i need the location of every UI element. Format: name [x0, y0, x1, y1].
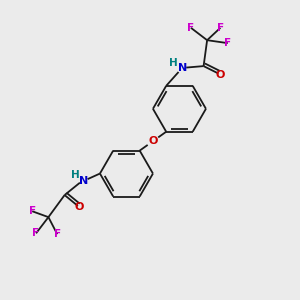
Text: F: F	[29, 206, 36, 216]
Text: N: N	[178, 63, 187, 73]
Text: F: F	[32, 228, 40, 238]
Text: F: F	[54, 229, 61, 239]
Text: O: O	[148, 136, 158, 146]
Text: N: N	[79, 176, 88, 186]
Text: F: F	[188, 23, 194, 33]
Text: F: F	[217, 23, 224, 33]
Text: F: F	[224, 38, 231, 48]
Text: O: O	[215, 70, 224, 80]
Text: H: H	[71, 170, 80, 180]
Text: O: O	[75, 202, 84, 212]
Text: H: H	[169, 58, 178, 68]
